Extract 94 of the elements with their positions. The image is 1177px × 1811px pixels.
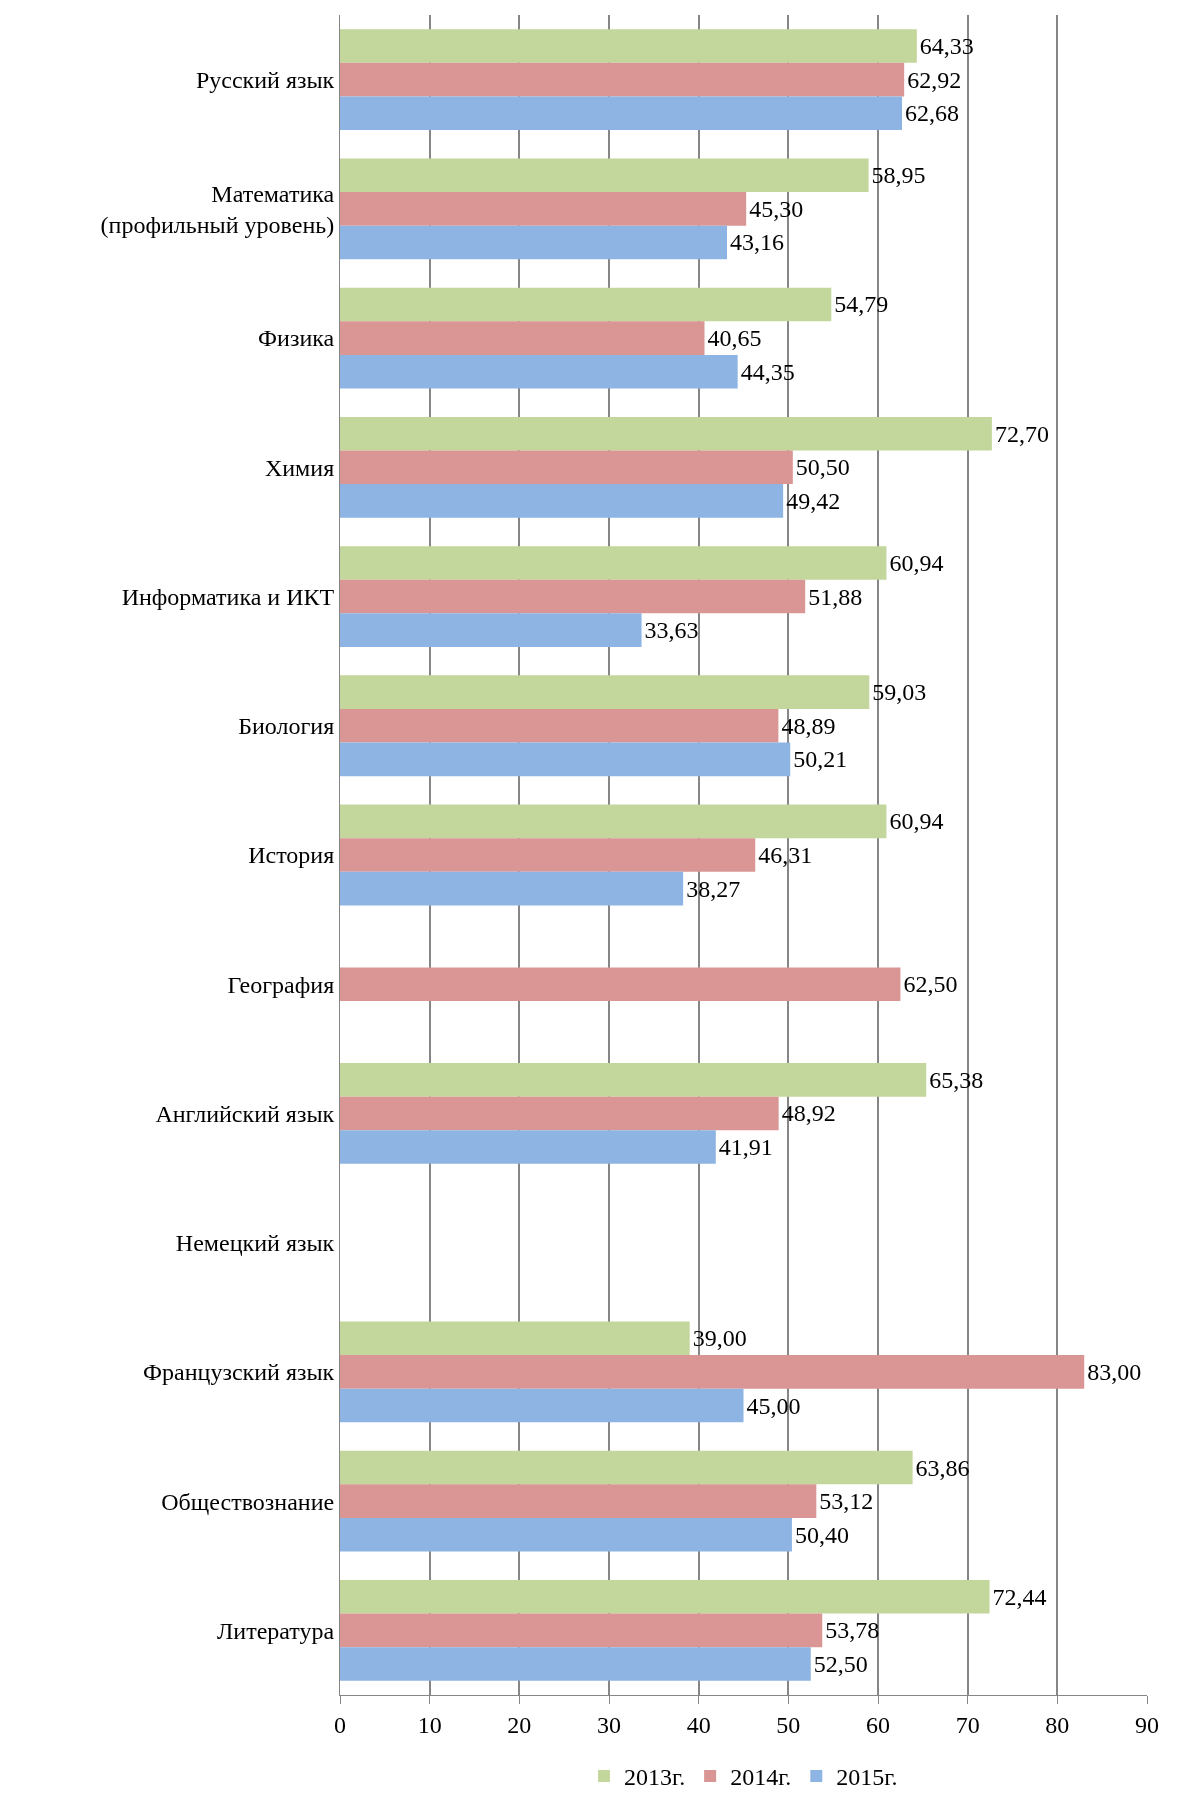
bar xyxy=(340,354,738,389)
data-label: 53,78 xyxy=(825,1617,880,1644)
bar xyxy=(340,804,887,839)
bar xyxy=(340,838,756,872)
x-tick-label: 50 xyxy=(776,1711,801,1738)
data-label: 48,92 xyxy=(781,1100,836,1127)
data-label: 60,94 xyxy=(889,549,944,576)
data-label: 50,40 xyxy=(794,1521,849,1548)
y-tick-label: Русский язык xyxy=(195,67,335,94)
data-label: 83,00 xyxy=(1087,1358,1142,1385)
y-tick-label: Информатика и ИКТ xyxy=(121,583,335,610)
data-label: 72,44 xyxy=(992,1583,1047,1610)
data-label: 62,50 xyxy=(903,971,958,998)
y-tick-label: Литература xyxy=(217,1617,335,1644)
bar xyxy=(340,321,705,355)
bar xyxy=(340,1130,716,1164)
y-tick-label: Физика xyxy=(258,325,335,352)
y-tick-label: Французский язык xyxy=(143,1359,335,1386)
data-label: 44,35 xyxy=(740,358,795,385)
bar xyxy=(340,613,642,647)
bar xyxy=(340,675,870,709)
y-tick-label: Математика (профильный уровень) xyxy=(100,180,335,238)
x-tick-label: 30 xyxy=(597,1711,621,1738)
bar xyxy=(340,1096,779,1131)
data-label: 51,88 xyxy=(808,583,863,610)
data-label: 43,16 xyxy=(730,229,784,256)
data-label: 50,21 xyxy=(793,746,848,773)
bar xyxy=(340,62,905,97)
bar xyxy=(340,29,917,63)
bar xyxy=(340,96,903,131)
bar xyxy=(340,1579,990,1614)
data-label: 39,00 xyxy=(692,1325,747,1352)
legend-label: 2013г. xyxy=(624,1764,686,1791)
y-tick-label: Биология xyxy=(238,713,335,740)
y-tick-label: Химия xyxy=(264,454,335,481)
bar xyxy=(340,1321,690,1356)
bar xyxy=(340,1063,927,1097)
bar xyxy=(340,742,791,777)
data-label: 41,91 xyxy=(718,1134,773,1161)
data-label: 50,50 xyxy=(795,454,850,481)
data-label: 72,70 xyxy=(994,420,1049,447)
data-label: 60,94 xyxy=(889,808,944,835)
bar xyxy=(340,450,793,485)
legend-label: 2015г. xyxy=(836,1764,898,1791)
bar xyxy=(340,225,727,260)
data-label: 38,27 xyxy=(686,875,741,902)
bar xyxy=(340,1647,811,1681)
x-tick-label: 20 xyxy=(507,1711,532,1738)
bar xyxy=(340,546,887,580)
x-tick-label: 40 xyxy=(686,1711,711,1738)
x-tick-label: 80 xyxy=(1045,1711,1070,1738)
bar xyxy=(340,1388,744,1423)
bar xyxy=(340,967,901,1002)
x-tick-label: 70 xyxy=(955,1711,980,1738)
data-label: 58,95 xyxy=(871,162,926,189)
data-label: 45,30 xyxy=(749,195,804,222)
x-tick-label: 90 xyxy=(1135,1711,1159,1738)
data-label: 64,33 xyxy=(919,33,974,60)
data-label: 48,89 xyxy=(781,712,836,739)
bar xyxy=(340,708,779,743)
x-tick-label: 0 xyxy=(334,1711,346,1738)
x-tick-label: 10 xyxy=(417,1711,442,1738)
bar xyxy=(340,1484,817,1518)
data-label: 59,03 xyxy=(872,679,927,706)
bar xyxy=(340,192,747,226)
data-label: 62,92 xyxy=(907,66,962,93)
bar xyxy=(340,158,869,193)
bar xyxy=(340,1613,823,1648)
data-label: 33,63 xyxy=(644,617,699,644)
data-label: 40,65 xyxy=(707,325,762,352)
bar xyxy=(340,1355,1085,1389)
data-label: 65,38 xyxy=(929,1066,984,1093)
data-label: 49,42 xyxy=(786,487,841,514)
bar xyxy=(340,579,806,614)
data-label: 54,79 xyxy=(834,291,889,318)
y-tick-label: Обществознание xyxy=(161,1488,335,1515)
y-tick-label: Немецкий язык xyxy=(175,1230,335,1257)
y-tick-label: Английский язык xyxy=(155,1100,335,1127)
data-label: 63,86 xyxy=(915,1454,970,1481)
bar xyxy=(340,871,684,906)
y-tick-label: История xyxy=(248,842,335,869)
data-label: 45,00 xyxy=(746,1392,801,1419)
y-tick-label: География xyxy=(227,971,335,998)
bar xyxy=(340,416,992,451)
bar xyxy=(340,484,784,518)
bar xyxy=(340,1517,792,1552)
x-tick-label: 60 xyxy=(866,1711,890,1738)
data-label: 52,50 xyxy=(813,1650,868,1677)
bar xyxy=(340,1450,913,1485)
legend-label: 2014г. xyxy=(730,1764,792,1791)
bar xyxy=(340,287,832,322)
data-label: 46,31 xyxy=(758,842,813,868)
data-label: 62,68 xyxy=(905,100,960,127)
data-label: 53,12 xyxy=(819,1488,874,1515)
